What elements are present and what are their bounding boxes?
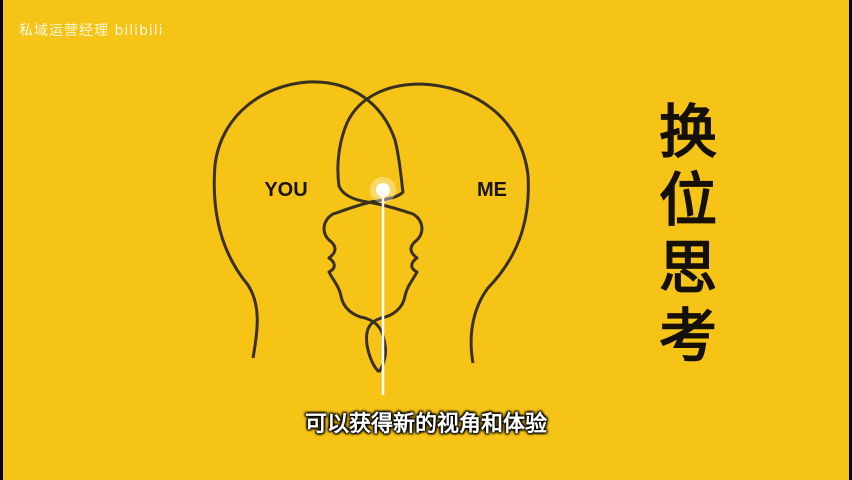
light-dot [376,183,390,197]
title-char: 位 [658,166,717,234]
vertical-title: 换 位 思 考 [653,98,723,370]
right-head-outline [336,82,530,374]
video-frame: 私域运营经理 bilibili YOU ME 换 位 思 考 可以获得新的视角和… [3,0,849,480]
title-char: 考 [658,302,717,370]
title-char: 换 [658,98,717,166]
two-heads-illustration: YOU ME [212,80,530,395]
title-char: 思 [658,234,717,302]
left-head-outline [212,80,405,373]
me-label: ME [477,179,507,201]
you-label: YOU [264,179,307,201]
watermark: 私域运营经理 bilibili [19,23,164,39]
subtitle-caption: 可以获得新的视角和体验 [304,412,547,437]
